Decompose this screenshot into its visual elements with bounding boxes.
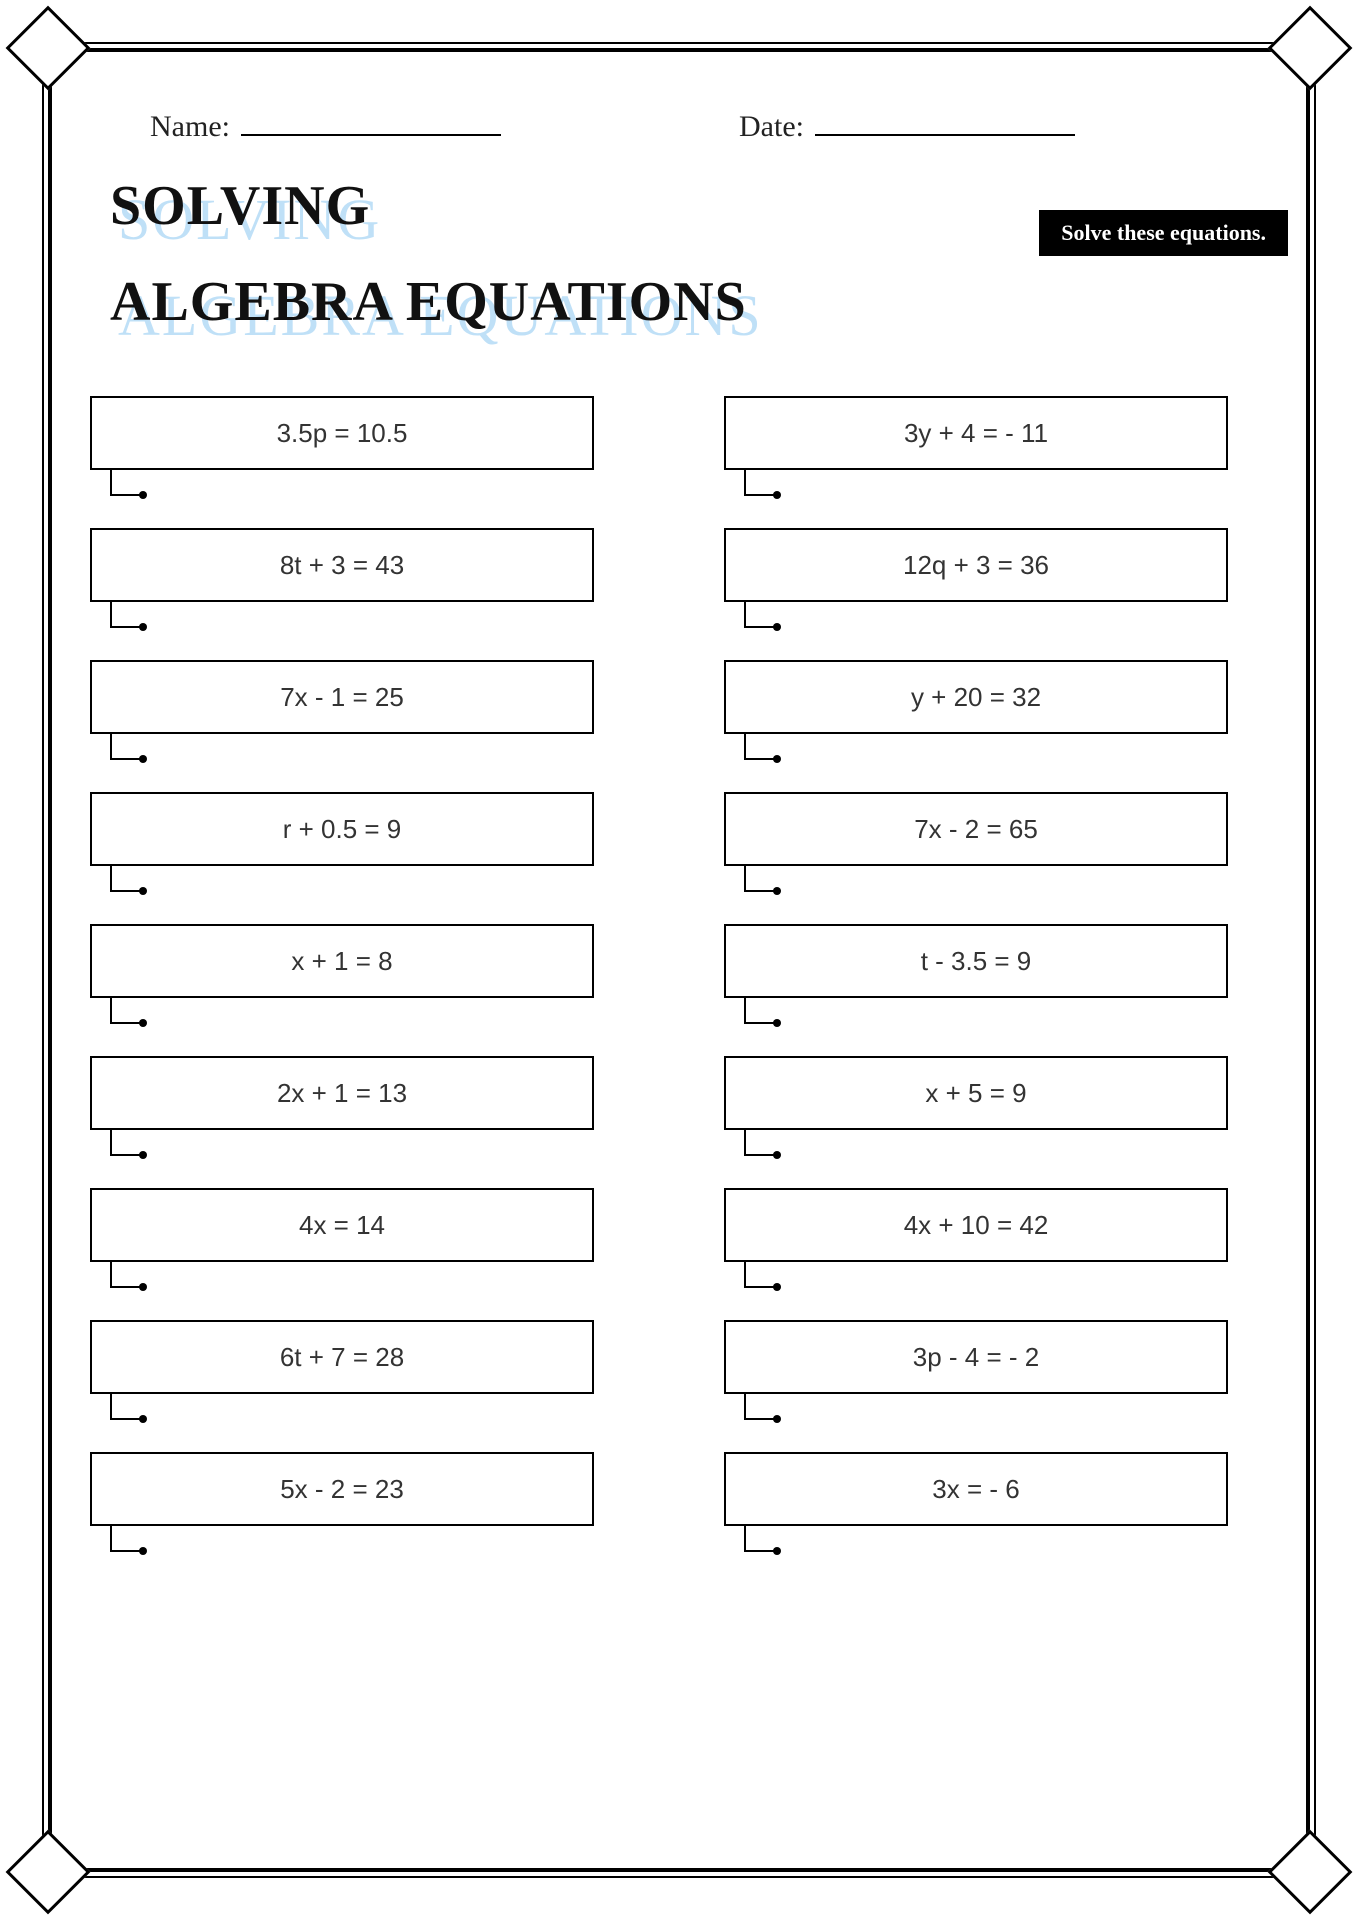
equation-cell: x + 5 = 9 [724,1056,1228,1130]
equation-cell: 3.5p = 10.5 [90,396,594,470]
answer-hook [110,998,140,1024]
equation-cell: 6t + 7 = 28 [90,1320,594,1394]
equation-box: r + 0.5 = 9 [90,792,594,866]
equation-cell: 8t + 3 = 43 [90,528,594,602]
equation-cell: 12q + 3 = 36 [724,528,1228,602]
answer-hook [744,866,774,892]
date-field: Date: [619,110,1208,144]
title-line1: SOLVING [110,174,370,238]
equation-cell: 7x - 1 = 25 [90,660,594,734]
equation-box: 3x = - 6 [724,1452,1228,1526]
name-line[interactable] [241,134,501,136]
answer-hook [110,1130,140,1156]
title-line2: ALGEBRA EQUATIONS [110,270,747,334]
equation-box: 12q + 3 = 36 [724,528,1228,602]
equation-box: 4x + 10 = 42 [724,1188,1228,1262]
equation-cell: 4x = 14 [90,1188,594,1262]
equations-grid: 3.5p = 10.5 3y + 4 = - 11 8t + 3 = 43 12q +… [70,346,1288,1526]
instruction-text: Solve these equations. [1061,220,1266,245]
answer-hook [110,866,140,892]
answer-hook [744,734,774,760]
equation-box: 3p - 4 = - 2 [724,1320,1228,1394]
answer-hook [744,1394,774,1420]
equation-cell: t - 3.5 = 9 [724,924,1228,998]
date-line[interactable] [815,134,1075,136]
equation-cell: 3y + 4 = - 11 [724,396,1228,470]
equation-box: 6t + 7 = 28 [90,1320,594,1394]
name-label: Name: [150,110,230,143]
answer-hook [744,1526,774,1552]
name-field: Name: [150,110,619,144]
equation-cell: 5x - 2 = 23 [90,1452,594,1526]
answer-hook [110,1262,140,1288]
answer-hook [744,998,774,1024]
equation-cell: x + 1 = 8 [90,924,594,998]
equation-box: y + 20 = 32 [724,660,1228,734]
equation-box: 7x - 2 = 65 [724,792,1228,866]
equation-cell: 7x - 2 = 65 [724,792,1228,866]
equation-box: 3.5p = 10.5 [90,396,594,470]
equation-box: x + 1 = 8 [90,924,594,998]
answer-hook [744,1262,774,1288]
equation-cell: 2x + 1 = 13 [90,1056,594,1130]
equation-box: 7x - 1 = 25 [90,660,594,734]
answer-hook [110,734,140,760]
answer-hook [744,602,774,628]
header-row: Name: Date: [70,70,1288,144]
equation-cell: r + 0.5 = 9 [90,792,594,866]
date-label: Date: [739,110,804,143]
answer-hook [110,1394,140,1420]
answer-hook [110,602,140,628]
equation-box: t - 3.5 = 9 [724,924,1228,998]
instruction-badge: Solve these equations. [1039,210,1288,256]
equation-box: 4x = 14 [90,1188,594,1262]
equation-box: 5x - 2 = 23 [90,1452,594,1526]
equation-cell: 3x = - 6 [724,1452,1228,1526]
equation-box: 8t + 3 = 43 [90,528,594,602]
answer-hook [744,1130,774,1156]
equation-box: 3y + 4 = - 11 [724,396,1228,470]
answer-hook [744,470,774,496]
equation-cell: 4x + 10 = 42 [724,1188,1228,1262]
equation-box: 2x + 1 = 13 [90,1056,594,1130]
equation-box: x + 5 = 9 [724,1056,1228,1130]
answer-hook [110,1526,140,1552]
equation-cell: 3p - 4 = - 2 [724,1320,1228,1394]
answer-hook [110,470,140,496]
worksheet-content: Name: Date: Solve these equations. SOLVI… [70,70,1288,1850]
equation-cell: y + 20 = 32 [724,660,1228,734]
